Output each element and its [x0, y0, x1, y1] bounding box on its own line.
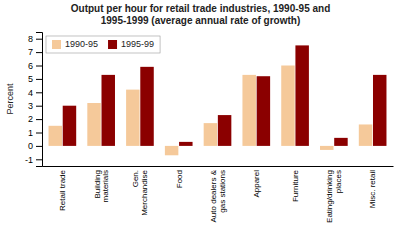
title-line: Output per hour for retail trade industr… — [71, 3, 331, 14]
x-tick-label-line: Retail trade — [58, 169, 67, 210]
x-tick: Buildingmaterials — [93, 166, 111, 202]
bar — [281, 66, 294, 146]
legend-label: 1995-99 — [121, 39, 154, 49]
legend-swatch — [52, 40, 61, 49]
y-tick-label: 2 — [28, 114, 33, 124]
x-tick-label: Apparel — [252, 170, 261, 198]
bar — [218, 115, 231, 146]
x-tick: Auto dealers &gas stations — [209, 166, 227, 222]
plot: -1 0 1 2 3 4 5 6 7 8 Retail trade Buildingmaterials… — [25, 33, 394, 223]
legend-swatch — [108, 40, 117, 49]
bar — [242, 75, 255, 146]
y-tick-mark — [36, 159, 42, 160]
y-tick-label: -1 — [25, 155, 33, 165]
y-tick-label: 7 — [28, 47, 33, 57]
x-tick-label-line: Merchandise — [140, 169, 149, 215]
y-tick-label: 5 — [28, 74, 33, 84]
y-tick-mark — [36, 146, 42, 147]
y-tick: 2 — [28, 114, 42, 124]
legend-items: 1990-95 1995-99 — [52, 39, 154, 49]
x-tick-label-line: Auto dealers & — [209, 169, 218, 222]
x-tick: Retail trade — [58, 166, 67, 211]
bar — [63, 106, 76, 146]
bars — [49, 45, 387, 155]
x-tick-label-line: Eating/drinking — [325, 170, 334, 223]
y-tick: 5 — [28, 74, 42, 84]
x-tick-label-line: gas stations — [218, 170, 227, 213]
y-tick-label: 3 — [28, 101, 33, 111]
y-tick: 4 — [28, 88, 42, 98]
x-tick-label-line: Food — [175, 170, 184, 188]
y-tick: 7 — [28, 47, 42, 57]
x-tick-label-line: Building — [93, 170, 102, 198]
bar — [49, 126, 62, 146]
y-tick: 3 — [28, 101, 42, 111]
y-tick: 0 — [28, 141, 42, 151]
x-tick-label-line: places — [334, 170, 343, 193]
series — [63, 45, 387, 146]
y-tick-mark — [36, 133, 42, 134]
bar — [165, 146, 178, 155]
x-tick-label: Auto dealers &gas stations — [209, 169, 227, 222]
y-axis-line — [36, 33, 43, 167]
bar — [295, 45, 308, 145]
bar — [140, 67, 153, 146]
x-tick-label: Gen.Merchandise — [131, 169, 149, 215]
x-tick-label: Buildingmaterials — [93, 170, 111, 202]
x-tick: Apparel — [252, 166, 261, 198]
y-tick-label: 1 — [28, 128, 33, 138]
x-tick-label: Retail trade — [58, 169, 67, 210]
y-tick-mark — [36, 106, 42, 107]
y-tick-mark — [36, 119, 42, 120]
bar — [204, 123, 217, 146]
title-line: 1995-1999 (average annual rate of growth… — [101, 15, 301, 26]
y-tick-mark — [36, 39, 42, 40]
legend: 1990-95 1995-99 — [46, 36, 160, 53]
x-tick-label-line: Gen. — [131, 170, 140, 187]
bar — [334, 138, 347, 146]
bar — [359, 124, 372, 145]
x-tick-label-line: Furniture — [291, 169, 300, 202]
y-tick-mark — [36, 92, 42, 93]
y-tick-mark — [36, 52, 42, 53]
x-tick: Misc. retail — [368, 166, 377, 208]
x-tick-label: Furniture — [291, 169, 300, 202]
x-tick-label-line: Misc. retail — [368, 170, 377, 208]
x-axis: Retail trade Buildingmaterials Gen.Merchan… — [43, 166, 394, 223]
x-tick-label: Food — [175, 170, 184, 188]
bar — [126, 90, 139, 146]
legend-label: 1990-95 — [65, 39, 98, 49]
x-tick-label: Misc. retail — [368, 170, 377, 208]
x-tick-label: Eating/drinkingplaces — [325, 170, 343, 223]
y-axis: -1 0 1 2 3 4 5 6 7 8 — [25, 33, 43, 167]
y-tick: 1 — [28, 128, 42, 138]
series — [49, 66, 373, 156]
y-tick: 8 — [28, 34, 42, 44]
bar — [102, 75, 115, 146]
y-tick-mark — [36, 79, 42, 80]
x-tick: Furniture — [291, 166, 300, 202]
bar — [373, 75, 386, 146]
legend-frame — [46, 36, 160, 53]
x-axis-line — [43, 166, 394, 167]
y-tick-label: 0 — [28, 141, 33, 151]
y-tick-label: 6 — [28, 61, 33, 71]
x-tick: Gen.Merchandise — [131, 166, 149, 216]
y-tick: 6 — [28, 61, 42, 71]
y-axis-title: Percent — [5, 83, 15, 115]
y-tick-label: 8 — [28, 34, 33, 44]
y-tick: -1 — [25, 155, 42, 165]
title: Output per hour for retail trade industr… — [71, 3, 331, 26]
x-tick: Eating/drinkingplaces — [325, 166, 343, 223]
x-tick-label-line: materials — [101, 170, 110, 202]
bar — [87, 103, 100, 146]
y-tick-label: 4 — [28, 88, 33, 98]
x-tick: Food — [175, 166, 184, 188]
chart: Output per hour for retail trade industr… — [0, 0, 401, 238]
x-tick-label-line: Apparel — [252, 170, 261, 198]
bar — [257, 76, 270, 146]
bar — [179, 142, 192, 146]
y-tick-mark — [36, 66, 42, 67]
bar — [320, 146, 333, 150]
